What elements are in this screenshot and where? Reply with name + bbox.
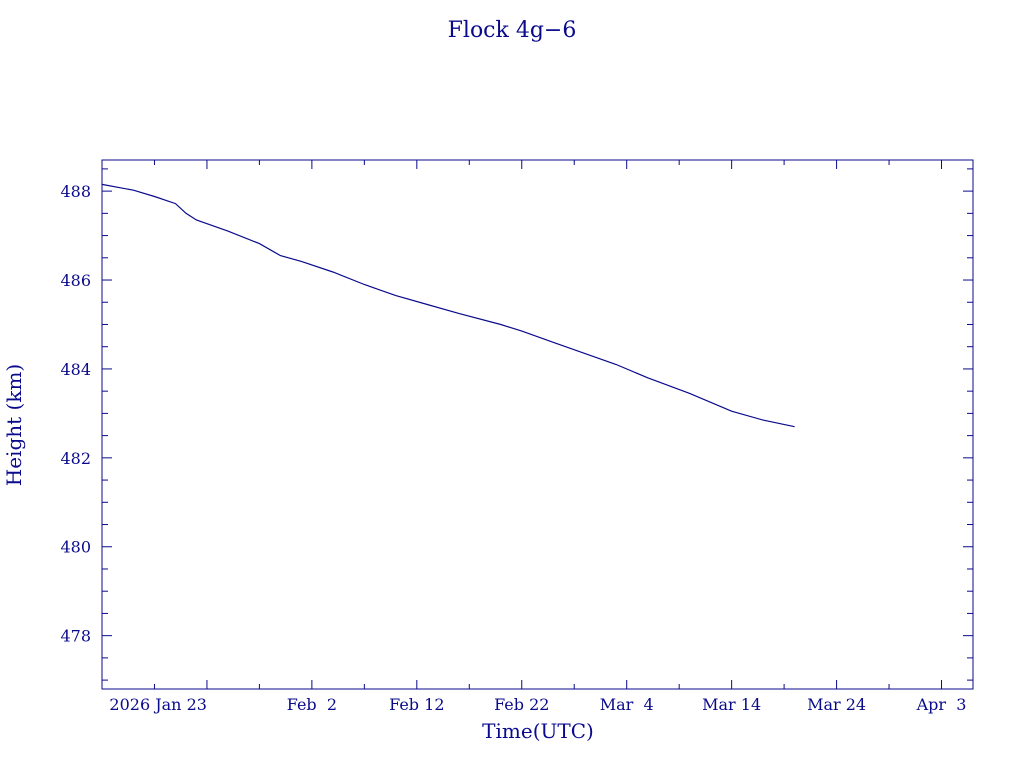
x-tick-label: Feb 12 (389, 695, 444, 714)
x-tick-label: Mar 24 (807, 695, 866, 714)
axis-tick-labels: 2026 Jan 23 Feb 2 Feb 12 Feb 22 Mar 4 Mar 14 M… (60, 182, 966, 714)
y-tick-label: 488 (60, 182, 91, 201)
plot-frame (101, 159, 974, 690)
y-tick-label: 486 (60, 271, 91, 290)
x-tick-label: Mar 14 (702, 695, 761, 714)
y-tick-label: 478 (60, 627, 91, 646)
x-tick-label: Mar 4 (600, 695, 654, 714)
y-tick-label: 484 (60, 360, 91, 379)
x-tick-label: Apr 3 (916, 695, 967, 714)
x-axis-label: Time(UTC) (482, 719, 594, 743)
y-tick-label: 482 (60, 449, 91, 468)
x-tick-label: Feb 2 (287, 695, 337, 714)
axis-ticks (101, 160, 973, 689)
y-axis-label: Height (km) (2, 364, 26, 486)
height-series-line (101, 183, 795, 428)
chart-title: Flock 4g−6 (448, 18, 577, 43)
x-tick-label: 2026 Jan 23 (109, 695, 207, 714)
x-tick-label: Feb 22 (494, 695, 549, 714)
y-tick-label: 480 (60, 538, 91, 557)
